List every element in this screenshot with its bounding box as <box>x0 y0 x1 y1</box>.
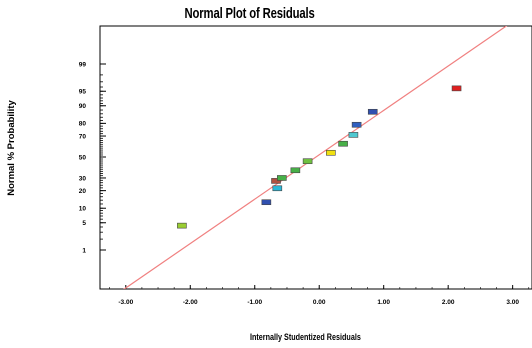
data-point <box>338 140 348 147</box>
y-tick-label: 95 <box>79 89 87 96</box>
data-point <box>326 149 336 156</box>
y-tick-label: 20 <box>79 188 87 195</box>
data-point <box>351 121 362 128</box>
chart-title: Normal Plot of Residuals <box>184 6 315 22</box>
x-tick-label: 2.00 <box>442 299 455 306</box>
y-tick-label: 30 <box>79 175 87 182</box>
y-tick-label: 1 <box>82 247 86 254</box>
data-point <box>261 199 272 206</box>
data-point <box>290 167 301 174</box>
data-point <box>451 85 462 92</box>
x-tick-label: -1.00 <box>247 299 262 306</box>
y-tick-label: 70 <box>79 133 87 140</box>
x-tick-label: -3.00 <box>118 299 133 306</box>
y-tick-label: 80 <box>79 121 87 128</box>
data-point <box>177 222 187 229</box>
y-tick-label: 99 <box>79 61 87 68</box>
data-point <box>367 108 378 115</box>
x-axis-label: Internally Studentized Residuals <box>250 332 361 342</box>
x-tick-label: 1.00 <box>377 299 390 306</box>
x-tick-label: -2.00 <box>183 299 198 306</box>
x-tick-label: 0.00 <box>313 299 326 306</box>
y-tick-label: 5 <box>82 220 86 227</box>
data-point <box>348 132 359 138</box>
reference-line <box>123 26 508 289</box>
x-tick-label: 3.00 <box>506 299 519 306</box>
y-tick-label: 10 <box>79 206 87 213</box>
y-tick-label: 50 <box>79 154 87 161</box>
data-point <box>302 158 313 165</box>
data-point <box>272 185 283 192</box>
y-tick-label: 90 <box>79 103 87 110</box>
data-point <box>277 175 287 181</box>
data-point <box>271 178 281 184</box>
